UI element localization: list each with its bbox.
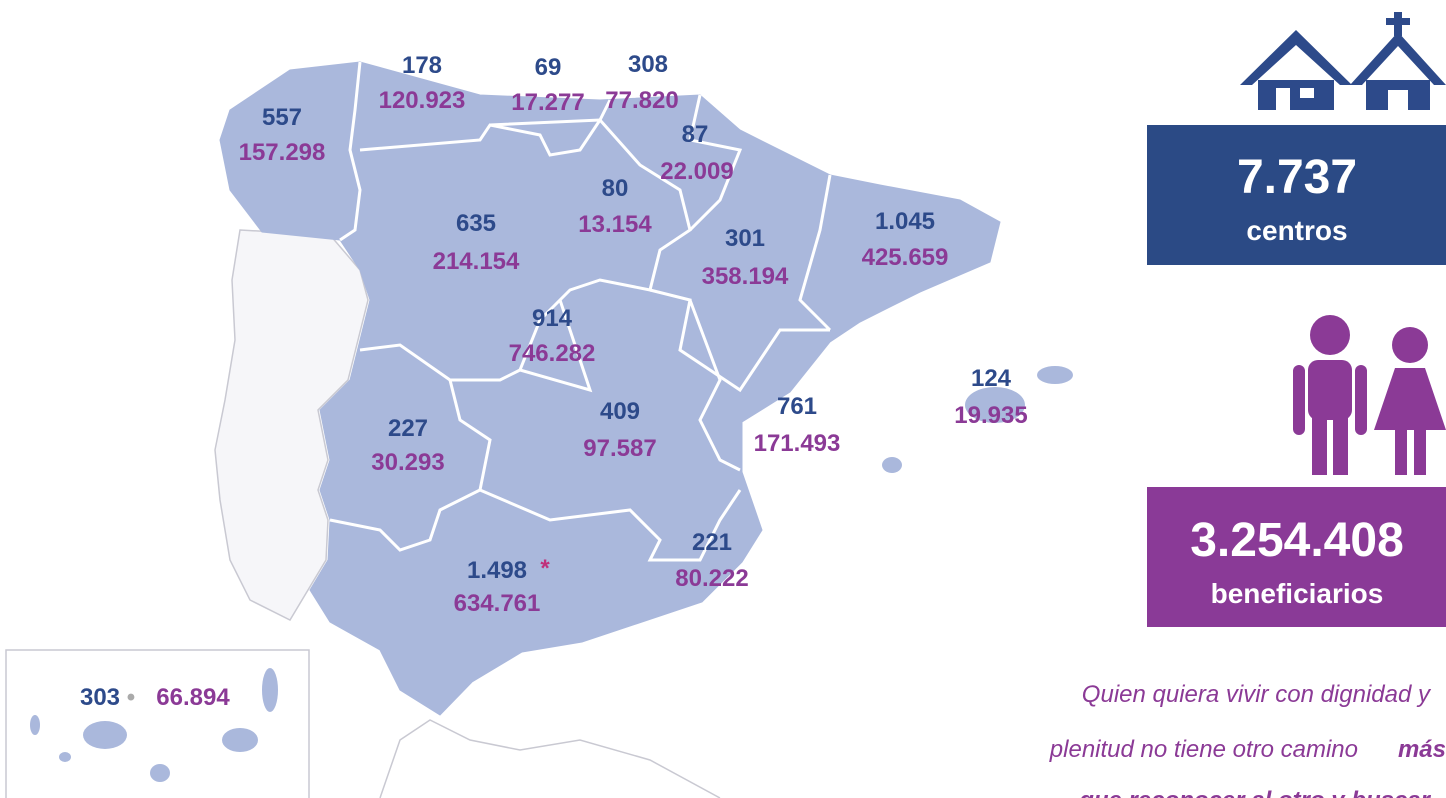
region-beneficiarios: 30.293 [371,449,444,476]
region-centros: 635 [456,210,496,237]
portugal [214,229,369,621]
region-centros: 409 [600,398,640,425]
region-centros: 914 [532,305,573,332]
region-beneficiarios: 19.935 [954,402,1027,429]
region-centros: 557 [262,104,302,131]
quote-bold: más [1398,736,1446,763]
beneficiarios-total: 3.254.408 [1190,514,1404,567]
canarias-centros: 303 [80,684,120,711]
centros-label: centros [1246,215,1347,246]
canarias-separator: • [127,684,135,711]
region-centros: 69 [535,54,562,81]
africa-coast [379,719,721,798]
spain-mainland [219,61,1001,716]
region-beneficiarios: 17.277 [511,89,584,116]
people-icon [1293,315,1446,475]
region-beneficiarios: 171.493 [754,430,841,457]
region-beneficiarios: 746.282 [509,340,596,367]
canary-islands [30,668,278,782]
region-centros: 1.045 [875,208,935,235]
region-borders [329,61,832,562]
region-note: * [540,555,550,582]
beneficiarios-label: beneficiarios [1211,578,1384,609]
region-beneficiarios: 120.923 [379,87,466,114]
region-beneficiarios: 157.298 [239,139,326,166]
region-centros: 301 [725,225,765,252]
region-centros: 178 [402,52,442,79]
region-beneficiarios: 97.587 [583,435,656,462]
region-beneficiarios: 13.154 [578,211,652,238]
balearic-islands [882,366,1073,473]
region-centros: 221 [692,529,732,556]
quote-line: que reconocer al otro y buscar [1079,787,1431,798]
region-beneficiarios: 77.820 [605,87,678,114]
quote-line: plenitud no tiene otro camino [1049,736,1358,763]
centros-total: 7.737 [1237,151,1357,204]
region-beneficiarios: 80.222 [675,565,748,592]
region-beneficiarios: 214.154 [433,248,520,275]
canarias-beneficiarios: 66.894 [156,684,230,711]
region-beneficiarios: 22.009 [660,158,733,185]
region-centros: 1.498 [467,557,527,584]
region-centros: 124 [971,365,1012,392]
beneficiarios-box [1147,487,1446,627]
houses-icon [1240,12,1446,110]
region-beneficiarios: 634.761 [454,590,541,617]
region-centros: 87 [682,121,709,148]
region-centros: 308 [628,51,668,78]
region-beneficiarios: 425.659 [862,244,949,271]
region-centros: 227 [388,415,428,442]
region-beneficiarios: 358.194 [702,263,789,290]
region-centros: 80 [602,175,629,202]
quote-line: Quien quiera vivir con dignidad y [1082,681,1432,708]
region-centros: 761 [777,393,817,420]
centros-box [1147,125,1446,265]
